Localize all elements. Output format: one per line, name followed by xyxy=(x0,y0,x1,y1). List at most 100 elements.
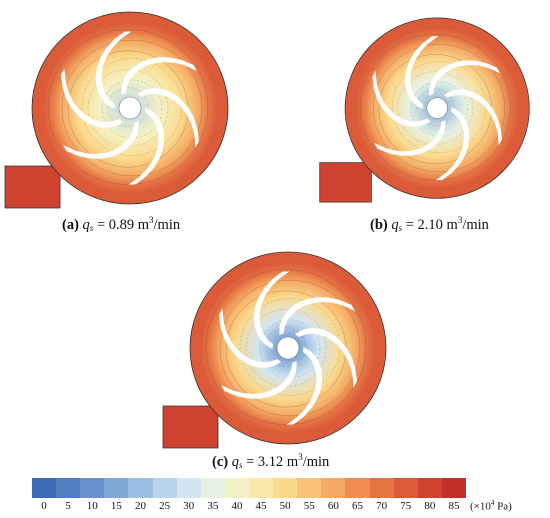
colorbar-segment xyxy=(152,478,177,498)
impeller-blade xyxy=(374,120,446,156)
colorbar-segment xyxy=(273,478,298,498)
colorbar-unit-prefix: (×10 xyxy=(470,500,491,513)
colorbar-segment xyxy=(200,478,225,498)
impeller-blade xyxy=(294,328,357,388)
pump-contour-b xyxy=(315,10,550,210)
colorbar-segment xyxy=(32,478,57,498)
contour-line xyxy=(205,269,367,425)
contour-line xyxy=(61,39,203,177)
discharge-pipe xyxy=(4,165,61,209)
colorbar-segment xyxy=(224,478,249,498)
colorbar-tick-label: 40 xyxy=(231,500,243,512)
colorbar-tick-label: 50 xyxy=(279,500,291,512)
caption-c-sup: 3 xyxy=(298,452,303,462)
contour-line xyxy=(373,44,506,173)
colorbar-unit: (×104 Pa) xyxy=(470,499,512,513)
colorbar-segment xyxy=(345,478,370,498)
caption-c-tail: /min xyxy=(302,454,330,470)
contour-line xyxy=(107,87,149,127)
colorbar-tick-label: 70 xyxy=(376,500,388,512)
pump-contour-c xyxy=(158,250,408,450)
colorbar-tick-label: 85 xyxy=(448,500,460,512)
contour-line xyxy=(265,327,307,367)
caption-a-q: q xyxy=(82,217,90,233)
contour-line xyxy=(47,29,209,185)
contour-line xyxy=(219,279,361,417)
impeller-blade xyxy=(219,308,282,368)
colorbar-tick-label: 55 xyxy=(303,500,315,512)
caption-a-tail: /min xyxy=(153,217,181,233)
pressure-colorbar xyxy=(32,478,466,498)
colorbar-tick-label: 25 xyxy=(159,500,171,512)
impeller-blade xyxy=(286,347,323,425)
impeller-blade xyxy=(435,107,470,181)
caption-c: (c) qs = 3.12 m3/min xyxy=(212,452,329,471)
colorbar-tick-label: 80 xyxy=(424,500,436,512)
colorbar-segment xyxy=(248,478,274,498)
colorbar-tick-label: 45 xyxy=(255,500,267,512)
contour-line xyxy=(416,88,455,126)
colorbar-segment xyxy=(176,478,201,498)
contour-line xyxy=(101,79,163,139)
colorbar-segment xyxy=(297,478,322,498)
colorbar-segment xyxy=(417,478,442,498)
impeller-blade xyxy=(372,70,431,127)
colorbar-segment xyxy=(104,478,129,498)
impeller-blade xyxy=(429,60,501,96)
contour-line xyxy=(359,34,511,181)
caption-b-sup: 3 xyxy=(457,215,463,225)
colorbar-tick-label: 35 xyxy=(207,500,219,512)
colorbar-segment xyxy=(56,478,81,498)
impeller-blade xyxy=(121,57,198,96)
colorbar-tick-label: 15 xyxy=(110,500,122,512)
colorbar-segment xyxy=(80,478,105,498)
caption-b-tail: /min xyxy=(462,217,489,233)
colorbar-segment xyxy=(369,478,394,498)
caption-b: (b) qs = 2.10 m3/min xyxy=(370,215,489,234)
impeller-hub xyxy=(118,96,142,120)
caption-a: (a) qs = 0.89 m3/min xyxy=(62,215,180,234)
colorbar-tick-label: 0 xyxy=(41,500,47,512)
colorbar-segment xyxy=(393,478,418,498)
colorbar-tick-label: 30 xyxy=(183,500,195,512)
colorbar-unit-suffix: Pa) xyxy=(494,500,512,513)
discharge-pipe xyxy=(319,162,372,203)
caption-c-q: q xyxy=(231,454,239,470)
caption-b-sub: s xyxy=(398,223,403,233)
colorbar-tick-label: 65 xyxy=(352,500,363,512)
caption-b-value: = 2.10 m xyxy=(405,217,458,233)
colorbar-ticks: 0 5 10 15 20 25 30 35 40 45 50 55 60 65 70 75 80 85 xyxy=(32,500,466,514)
pump-contour-c-figure xyxy=(162,251,387,449)
caption-a-sub: s xyxy=(89,223,94,233)
impeller-blade xyxy=(220,360,297,399)
impeller-blade xyxy=(253,271,290,349)
pump-contour-b-figure xyxy=(319,17,530,203)
caption-c-value: = 3.12 m xyxy=(246,454,299,470)
colorbar-tick-label: 75 xyxy=(400,500,412,512)
colorbar-tick-label: 5 xyxy=(65,500,71,512)
caption-c-sub: s xyxy=(238,460,243,470)
contour-line xyxy=(410,81,468,137)
caption-c-label: (c) xyxy=(212,454,229,470)
caption-b-q: q xyxy=(391,217,399,233)
impeller-blade xyxy=(443,89,502,146)
impeller-blade xyxy=(404,36,439,110)
colorbar-tick-label: 20 xyxy=(135,500,146,512)
colorbar-tick-label: 60 xyxy=(327,500,339,512)
impeller-hub xyxy=(276,336,300,360)
caption-b-label: (b) xyxy=(370,217,388,233)
caption-a-sup: 3 xyxy=(149,215,154,225)
colorbar-tick-label: 10 xyxy=(86,500,98,512)
impeller-blade xyxy=(128,107,165,185)
impeller-blade xyxy=(61,68,124,128)
colorbar-segment xyxy=(128,478,153,498)
pump-contour-a-figure xyxy=(4,11,229,209)
discharge-pipe xyxy=(162,405,219,449)
impeller-blade xyxy=(95,31,132,109)
contour-line xyxy=(259,319,321,379)
caption-a-label: (a) xyxy=(62,217,79,233)
colorbar-unit-sup: 4 xyxy=(490,499,495,507)
pump-contour-a xyxy=(0,10,250,210)
caption-a-value: = 0.89 m xyxy=(96,217,150,233)
impeller-blade xyxy=(279,297,356,336)
